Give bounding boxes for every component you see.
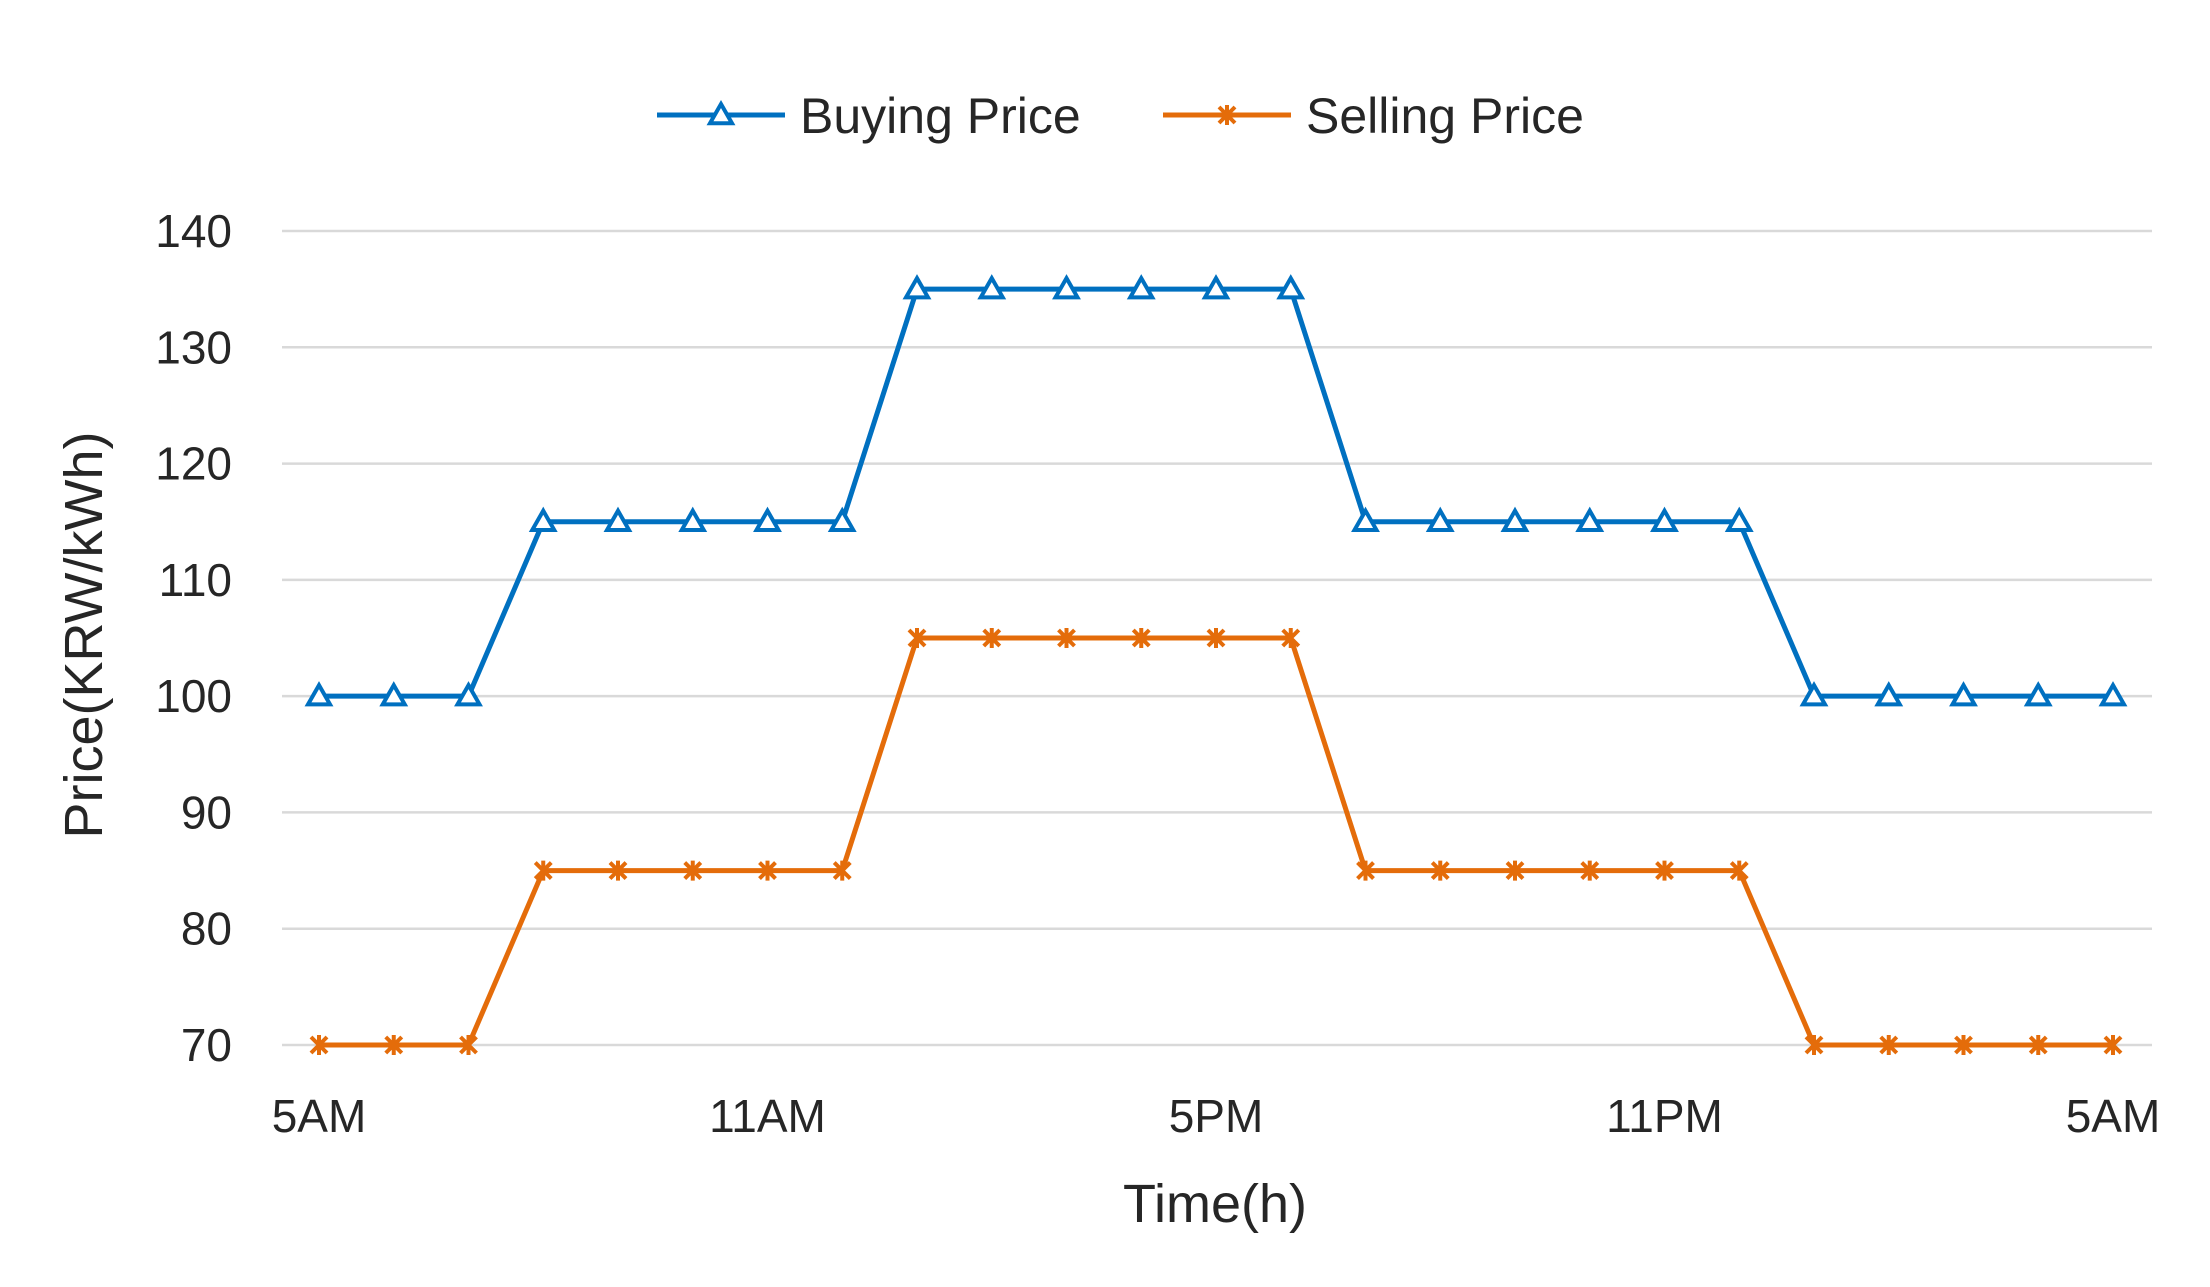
data-point [1500, 506, 1530, 532]
data-point [1804, 1035, 1824, 1055]
y-tick-labels: 70 80 90 100 110 120 130 140 [155, 205, 232, 1071]
data-point [758, 860, 777, 881]
x-tick-label: 11PM [1606, 1090, 1723, 1142]
x-tick-labels: 5AM 11AM 5PM 11PM 5AM [272, 1090, 2161, 1142]
data-point [1954, 1035, 1973, 1055]
data-point [1351, 506, 1380, 532]
legend: Buying Price Selling Price [657, 88, 1584, 144]
data-point [1356, 860, 1375, 881]
data-point [1575, 506, 1605, 532]
data-point [304, 681, 334, 707]
y-tick-label: 110 [159, 554, 232, 606]
data-point [977, 274, 1007, 300]
data-point [1131, 628, 1151, 648]
data-point [832, 860, 852, 881]
legend-marker [706, 99, 736, 126]
data-point [1949, 681, 1978, 707]
data-point [2028, 1035, 2048, 1055]
x-tick-label: 5AM [272, 1090, 367, 1142]
data-point [1126, 274, 1156, 300]
data-point [1879, 1035, 1899, 1055]
y-tick-label: 140 [155, 205, 232, 257]
data-point [608, 860, 628, 881]
data-point [1505, 860, 1525, 881]
data-point [1276, 274, 1306, 300]
y-tick-label: 70 [181, 1019, 232, 1071]
y-tick-label: 120 [155, 438, 232, 490]
legend-item: Buying Price [657, 88, 1081, 144]
data-point [2098, 681, 2128, 707]
data-point [1729, 860, 1749, 881]
legend-label: Selling Price [1306, 88, 1584, 144]
series-buying-price [304, 274, 2128, 707]
data-point [533, 860, 553, 881]
data-point [753, 506, 782, 532]
data-point [1650, 506, 1679, 532]
data-point [454, 681, 483, 707]
series-selling-price [309, 628, 2123, 1055]
data-point [384, 1035, 404, 1055]
legend-marker [1217, 105, 1237, 125]
data-point [1874, 681, 1904, 707]
data-point [309, 1035, 329, 1055]
data-point [1206, 628, 1226, 648]
x-axis-title: Time(h) [1123, 1174, 1307, 1234]
data-point [678, 506, 708, 532]
data-point [603, 506, 633, 532]
data-point [379, 681, 409, 707]
data-point [902, 274, 932, 300]
data-point [1580, 860, 1600, 881]
data-point [1201, 274, 1231, 300]
gridlines [282, 229, 2152, 1047]
data-point [1057, 628, 1076, 648]
legend-item: Selling Price [1163, 88, 1584, 144]
y-axis-title: Price(KRW/kWh) [54, 431, 114, 838]
data-point [1430, 860, 1450, 881]
x-tick-label: 5AM [2066, 1090, 2161, 1142]
y-tick-label: 130 [155, 321, 232, 373]
series-line [319, 635, 2113, 1048]
data-point [1724, 506, 1754, 532]
data-point [907, 628, 927, 648]
y-tick-label: 80 [181, 903, 232, 955]
data-point [827, 506, 857, 532]
data-point [1655, 860, 1674, 881]
y-tick-label: 100 [155, 670, 232, 722]
series-group [304, 274, 2128, 1055]
data-point [683, 860, 703, 881]
x-tick-label: 11AM [709, 1090, 826, 1142]
data-point [1425, 506, 1455, 532]
data-point [528, 506, 558, 532]
data-point [1799, 681, 1829, 707]
data-point [1052, 274, 1081, 300]
legend-label: Buying Price [800, 88, 1081, 144]
data-point [2103, 1035, 2123, 1055]
data-point [2023, 681, 2053, 707]
data-point [982, 628, 1002, 648]
x-tick-label: 5PM [1169, 1090, 1264, 1142]
data-point [459, 1035, 478, 1055]
y-tick-label: 90 [181, 786, 232, 838]
data-point [1281, 628, 1301, 648]
